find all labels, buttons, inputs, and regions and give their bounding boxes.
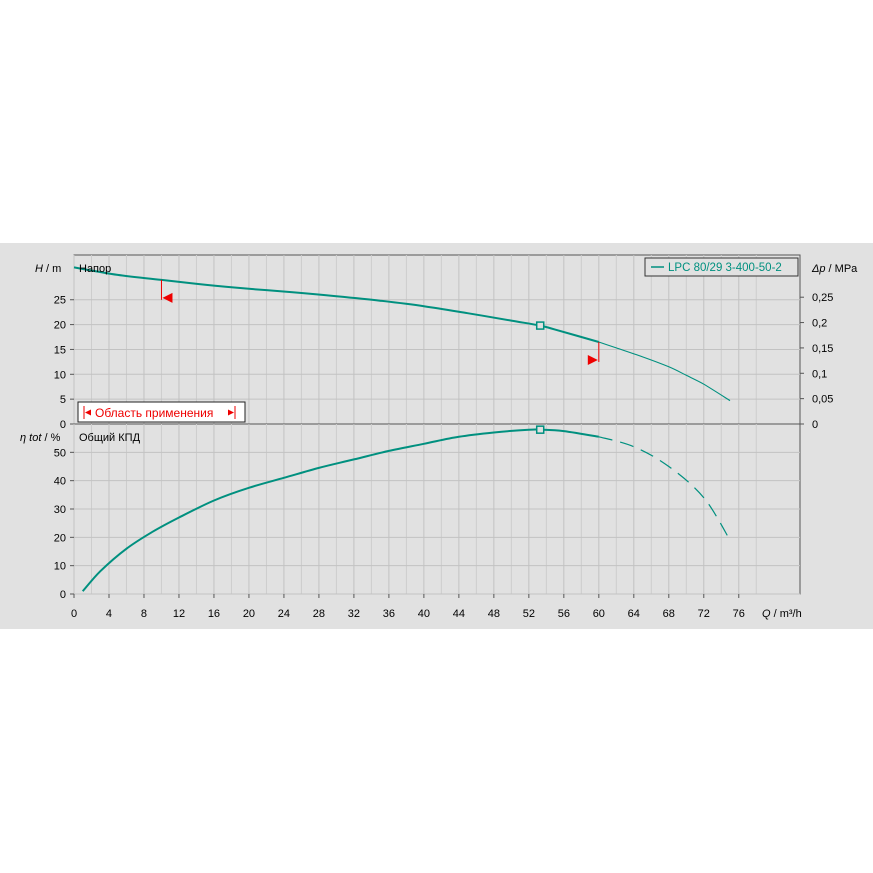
efficiency-panel: 0 10 20 30 40 50 Общий КПД η tot / % [20, 423, 801, 601]
head-y-tick-label: 20 [54, 320, 66, 332]
efficiency-duty-point [535, 425, 545, 434]
x-tick-label: 76 [733, 608, 745, 620]
x-tick-label: 48 [488, 608, 500, 620]
x-tick-label: 44 [453, 608, 465, 620]
right-y-tick-label: 0,05 [812, 394, 833, 406]
x-tick-label: 64 [628, 608, 640, 620]
head-curves [73, 266, 731, 402]
efficiency-y-axis-title: η tot / % [20, 432, 61, 444]
right-y-tick-label: 0,25 [812, 292, 833, 304]
head-y-tick-label: 10 [54, 369, 66, 381]
right-y-tick-label: 0,1 [812, 368, 827, 380]
efficiency-y-tick-label: 30 [54, 504, 66, 516]
x-tick-label: 68 [663, 608, 675, 620]
right-y-axis-title: Δp / MPa [811, 263, 858, 275]
x-tick-label: 36 [383, 608, 395, 620]
head-right-y-ticks: 0 0,05 0,1 0,15 0,2 0,25 [800, 292, 833, 431]
efficiency-y-tick-label: 40 [54, 476, 66, 488]
head-y-tick-label: 5 [60, 394, 66, 406]
legend-box [644, 257, 799, 277]
legend-label: LPC 80/29 3-400-50-2 [668, 262, 782, 274]
x-tick-label: 20 [243, 608, 255, 620]
x-tick-label: 8 [141, 608, 147, 620]
x-tick-label: 12 [173, 608, 185, 620]
x-tick-label: 32 [348, 608, 360, 620]
x-tick-label: 40 [418, 608, 430, 620]
head-panel: 0 5 10 15 20 25 0 0,05 0,1 0,15 0,2 0,25 Напор H /… [35, 254, 858, 431]
operating-range-label: Область применения [95, 406, 213, 420]
x-axis-title: Q / m³/h [762, 608, 802, 620]
range-max-arrow [587, 354, 598, 365]
right-y-tick-label: 0,2 [812, 318, 827, 330]
efficiency-grid [73, 424, 800, 595]
x-tick-label: 28 [313, 608, 325, 620]
x-tick-label: 0 [71, 608, 77, 620]
x-tick-label: 52 [523, 608, 535, 620]
svg-text:H / m: H / m [35, 263, 61, 275]
operating-range-box: Область применения [77, 401, 246, 423]
head-y-ticks: 0 5 10 15 20 25 [54, 295, 74, 431]
head-y-tick-label: 25 [54, 295, 66, 307]
head-y-tick-label: 0 [60, 419, 66, 431]
legend: LPC 80/29 3-400-50-2 [644, 257, 799, 277]
head-duty-point [535, 321, 545, 330]
operating-range-markers [160, 279, 600, 365]
efficiency-y-tick-label: 0 [60, 589, 66, 601]
head-y-axis-title: H / m [35, 263, 61, 275]
x-tick-label: 60 [593, 608, 605, 620]
x-ticks: 0 4 8 12 16 20 24 28 32 36 40 44 48 52 56 60 64 68 72 76 [71, 594, 745, 620]
x-tick-label: 24 [278, 608, 290, 620]
x-tick-label: 72 [698, 608, 710, 620]
head-y-tick-label: 15 [54, 344, 66, 356]
efficiency-y-tick-label: 20 [54, 532, 66, 544]
efficiency-in-plot-label: Общий КПД [79, 432, 141, 444]
head-in-plot-label: Напор [79, 263, 111, 275]
right-y-tick-label: 0 [812, 419, 818, 431]
head-curve-extension [598, 341, 731, 402]
efficiency-curves [81, 425, 731, 592]
efficiency-curve-extension [598, 436, 731, 541]
svg-text:η tot / %: η tot / % [20, 432, 61, 444]
svg-text:Q / m³/h: Q / m³/h [762, 608, 802, 620]
efficiency-curve [81, 428, 599, 592]
efficiency-y-ticks: 0 10 20 30 40 50 [54, 447, 74, 601]
right-y-tick-label: 0,15 [812, 343, 833, 355]
x-tick-label: 56 [558, 608, 570, 620]
efficiency-y-tick-label: 10 [54, 561, 66, 573]
efficiency-y-tick-label: 50 [54, 447, 66, 459]
range-min-arrow [162, 292, 173, 303]
x-tick-label: 16 [208, 608, 220, 620]
x-tick-label: 4 [106, 608, 112, 620]
svg-text:Δp / MPa: Δp / MPa [811, 263, 858, 275]
